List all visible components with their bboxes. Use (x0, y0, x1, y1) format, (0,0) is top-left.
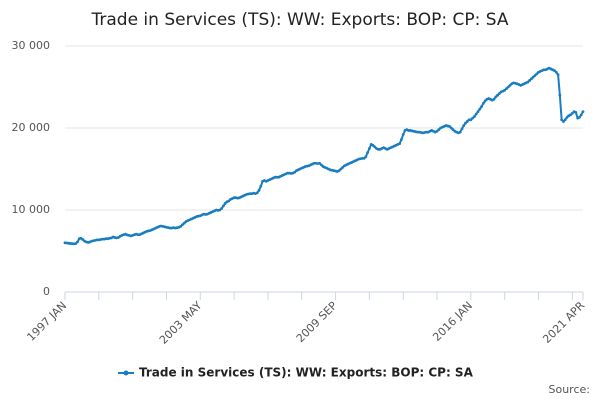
data-point (496, 93, 499, 97)
data-point (465, 120, 469, 123)
data-point (222, 204, 225, 208)
data-point (553, 69, 556, 72)
data-point (508, 83, 512, 87)
data-point (81, 238, 85, 241)
series-line (64, 67, 584, 245)
data-point (574, 111, 578, 114)
data-point (570, 111, 574, 115)
x-tick-label: 2021 APR (540, 299, 587, 346)
data-point (481, 102, 485, 105)
data-point (460, 127, 464, 131)
data-point (558, 93, 562, 97)
y-tick-label: 0 (43, 285, 50, 298)
data-point (473, 115, 476, 118)
data-point (318, 161, 321, 165)
x-tick-label: 1997 JAN (24, 299, 69, 344)
chart-title: Trade in Services (TS): WW: Exports: BOP… (90, 10, 508, 30)
data-point (448, 124, 451, 128)
x-tick-label: 2003 MAY (157, 299, 205, 347)
data-point (563, 118, 567, 122)
data-point (293, 170, 297, 174)
source: Source: (549, 383, 591, 396)
data-point (565, 115, 569, 119)
data-point (257, 188, 261, 192)
data-point (227, 199, 231, 203)
data-point (339, 167, 343, 171)
data-point (492, 97, 496, 101)
data-point (483, 99, 487, 103)
data-point (76, 240, 79, 244)
legend-label: Trade in Services (TS): WW: Exports: BOP… (139, 366, 474, 380)
data-point (505, 87, 508, 91)
data-point (528, 79, 531, 82)
data-point (179, 225, 183, 228)
data-point (503, 88, 507, 92)
data-point (437, 128, 441, 132)
data-point (471, 116, 475, 120)
data-point (400, 138, 403, 141)
data-point (480, 105, 483, 109)
data-point (529, 77, 533, 81)
data-point (364, 155, 368, 159)
data-point (367, 147, 371, 150)
y-tick-label: 30 000 (12, 39, 51, 52)
data-point (556, 73, 560, 77)
data-point (255, 191, 259, 195)
x-tick-label: 2016 JAN (430, 299, 475, 344)
data-point (464, 121, 467, 125)
data-point (449, 126, 453, 130)
legend-dot (123, 370, 129, 376)
data-point (476, 110, 480, 113)
data-point (451, 128, 455, 132)
data-point (220, 206, 224, 210)
data-point (474, 112, 478, 116)
data-point (435, 129, 439, 133)
data-point (401, 133, 405, 136)
data-point (531, 75, 535, 79)
data-point (223, 202, 227, 205)
y-tick-label: 10 000 (12, 203, 51, 216)
data-point (494, 95, 498, 99)
data-point (362, 156, 366, 160)
data-point (337, 169, 341, 173)
data-point (579, 113, 583, 117)
data-point (533, 74, 537, 77)
data-point (462, 124, 466, 127)
data-point (578, 115, 581, 119)
data-point (181, 223, 184, 227)
data-point (535, 72, 539, 76)
data-point (458, 130, 462, 134)
data-point (371, 143, 375, 147)
y-tick-label: 20 000 (12, 121, 51, 134)
data-point (506, 85, 510, 89)
data-point (560, 118, 564, 122)
data-point (526, 80, 530, 84)
data-point (373, 145, 377, 149)
data-point (319, 163, 323, 167)
data-point (497, 92, 501, 95)
data-point (218, 208, 222, 212)
data-point (554, 70, 558, 74)
data-point (74, 242, 78, 246)
data-point (366, 151, 370, 155)
data-point (569, 113, 572, 117)
data-point (341, 165, 345, 169)
data-point (478, 107, 482, 111)
data-point (259, 184, 263, 188)
data-point (581, 110, 585, 113)
data-point (398, 142, 402, 145)
data-point (469, 118, 473, 122)
data-point (182, 221, 186, 225)
data-point (562, 120, 565, 123)
x-tick-label: 2009 SEP (294, 299, 340, 345)
